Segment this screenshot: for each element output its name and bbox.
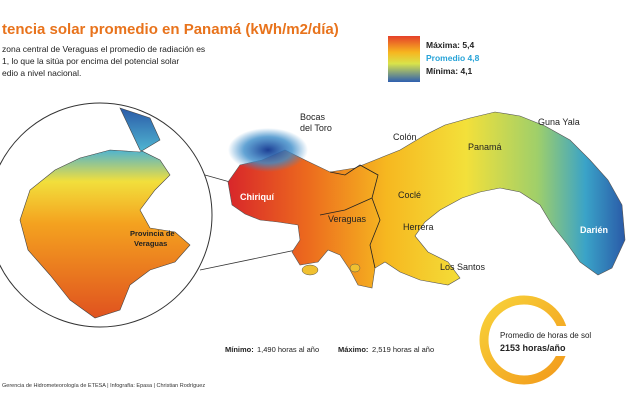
map-label: Bocas: [300, 112, 326, 122]
map-label: Colón: [393, 132, 417, 142]
avg-hours-label: Promedio de horas de sol: [500, 331, 591, 340]
map-label: Coclé: [398, 190, 421, 200]
island: [349, 263, 361, 273]
ring-label-bg: [500, 326, 610, 356]
source: Gerencia de Hidrometeorología de ETESA |…: [2, 383, 205, 389]
island: [301, 264, 319, 276]
intro-line: edio a nivel nacional.: [2, 68, 81, 78]
intro-line: 1, lo que la sitúa por encima del potenc…: [2, 56, 179, 66]
inset-label: Provincia de: [130, 229, 175, 238]
map-label: Veraguas: [328, 214, 367, 224]
map-label: del Toro: [300, 123, 332, 133]
map-label: Darién: [580, 225, 608, 235]
min-hours-value: 1,490 horas al año: [257, 345, 319, 354]
max-hours-label: Máximo:: [338, 345, 368, 354]
map-label: Chiriquí: [240, 192, 274, 202]
bocas-cool-zone: [228, 128, 308, 172]
map-label: Herrera: [403, 222, 434, 232]
panama-map: [227, 111, 626, 289]
avg-hours-value: 2153 horas/año: [500, 343, 566, 353]
province-border: [319, 164, 381, 269]
map-label: Los Santos: [440, 262, 486, 272]
legend-min: Mínima: 4,1: [426, 66, 473, 76]
map-label: Panamá: [468, 142, 502, 152]
min-hours-label: Mínimo:: [225, 345, 254, 354]
map-label: Guna Yala: [538, 117, 580, 127]
inset-veraguas: [19, 107, 191, 319]
legend-gradient: [388, 36, 420, 82]
legend-max: Máxima: 5,4: [426, 40, 474, 50]
inset-label: Veraguas: [134, 239, 167, 248]
legend-avg: Promedio 4,8: [426, 53, 480, 63]
max-hours-value: 2,519 horas al año: [372, 345, 434, 354]
title: tencia solar promedio en Panamá (kWh/m2/…: [2, 21, 339, 38]
intro-line: zona central de Veraguas el promedio de …: [2, 44, 205, 54]
